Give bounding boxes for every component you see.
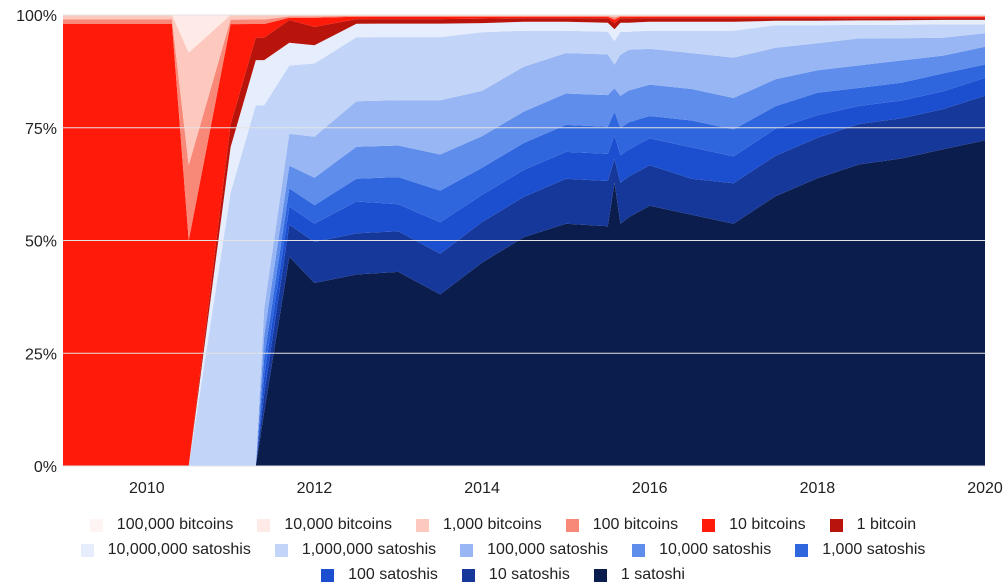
y-tick-label: 25% (25, 346, 57, 363)
legend-item: 10,000,000 satoshis (80, 540, 251, 560)
area-10-bitcoins (63, 16, 985, 467)
x-tick-label: 2014 (464, 480, 500, 497)
y-tick-label: 0% (34, 459, 57, 476)
legend-label: 100,000 bitcoins (116, 516, 234, 533)
legend-label: 10,000 satoshis (659, 541, 772, 558)
area-100-000-satoshis (63, 33, 985, 467)
legend-swatch (274, 543, 288, 557)
legend-swatch (795, 543, 809, 557)
legend-swatch (415, 518, 429, 532)
legend-swatch (80, 543, 94, 557)
x-tick-label: 2010 (129, 480, 165, 497)
legend-swatch (593, 568, 607, 582)
x-tick-label: 2012 (297, 480, 333, 497)
legend-swatch (829, 518, 843, 532)
legend-label: 1 satoshi (620, 566, 685, 583)
legend-row: 10,000,000 satoshis 1,000,000 satoshis 100… (0, 540, 1006, 560)
legend-label: 10 bitcoins (729, 516, 806, 533)
stacked-area-chart: 2010 2012 2014 2016 2018 2020 0% 25% 50% 75% 100% (16, 8, 1003, 497)
legend-label: 1,000,000 satoshis (301, 541, 437, 558)
area-1-satoshi (63, 140, 985, 466)
legend-item: 10 bitcoins (702, 515, 806, 535)
x-tick-label: 2016 (632, 480, 668, 497)
legend-label: 1,000 satoshis (822, 541, 926, 558)
legend-item: 10,000 bitcoins (257, 515, 392, 535)
area-series-group (63, 15, 985, 467)
legend-swatch (565, 518, 579, 532)
legend-item: 1 bitcoin (829, 515, 917, 535)
legend-item: 100 bitcoins (565, 515, 679, 535)
legend-label: 100 satoshis (348, 566, 438, 583)
legend-item: 100 satoshis (321, 565, 438, 585)
legend-item: 10,000 satoshis (632, 540, 771, 560)
legend-label: 10,000,000 satoshis (107, 541, 251, 558)
legend-item: 1,000 bitcoins (415, 515, 542, 535)
legend-row: 100 satoshis 10 satoshis 1 satoshi (0, 565, 1006, 585)
legend-swatch (702, 518, 716, 532)
area-1-000-satoshis (63, 64, 985, 466)
legend-item: 100,000 satoshis (460, 540, 608, 560)
legend-label: 10 satoshis (488, 566, 570, 583)
y-tick-label: 50% (25, 234, 57, 251)
legend-item: 1 satoshi (593, 565, 685, 585)
legend-swatch (460, 543, 474, 557)
x-tick-label: 2020 (967, 480, 1003, 497)
legend-label: 100 bitcoins (592, 516, 679, 533)
x-axis: 2010 2012 2014 2016 2018 2020 (63, 465, 1003, 497)
legend-swatch (257, 518, 271, 532)
x-tick-label: 2018 (800, 480, 836, 497)
legend-item: 100,000 bitcoins (89, 515, 234, 535)
area-10-000-satoshis (63, 46, 985, 466)
legend-swatch (321, 568, 335, 582)
legend-item: 10 satoshis (461, 565, 570, 585)
y-tick-label: 75% (25, 121, 57, 138)
y-axis: 0% 25% 50% 75% 100% (16, 8, 985, 476)
y-tick-label: 100% (16, 8, 57, 25)
legend-label: 100,000 satoshis (487, 541, 609, 558)
legend-swatch (461, 568, 475, 582)
legend-swatch (632, 543, 646, 557)
legend-row: 100,000 bitcoins 10,000 bitcoins 1,000 bit… (0, 515, 1006, 535)
area-100-satoshis (63, 77, 985, 467)
legend-label: 1 bitcoin (856, 516, 917, 533)
legend-label: 10,000 bitcoins (284, 516, 392, 533)
legend-item: 1,000 satoshis (795, 540, 925, 560)
legend-label: 1,000 bitcoins (442, 516, 542, 533)
area-10-satoshis (63, 95, 985, 466)
legend-swatch (89, 518, 103, 532)
legend-item: 1,000,000 satoshis (274, 540, 437, 560)
area-1-000-000-satoshis (63, 24, 985, 467)
